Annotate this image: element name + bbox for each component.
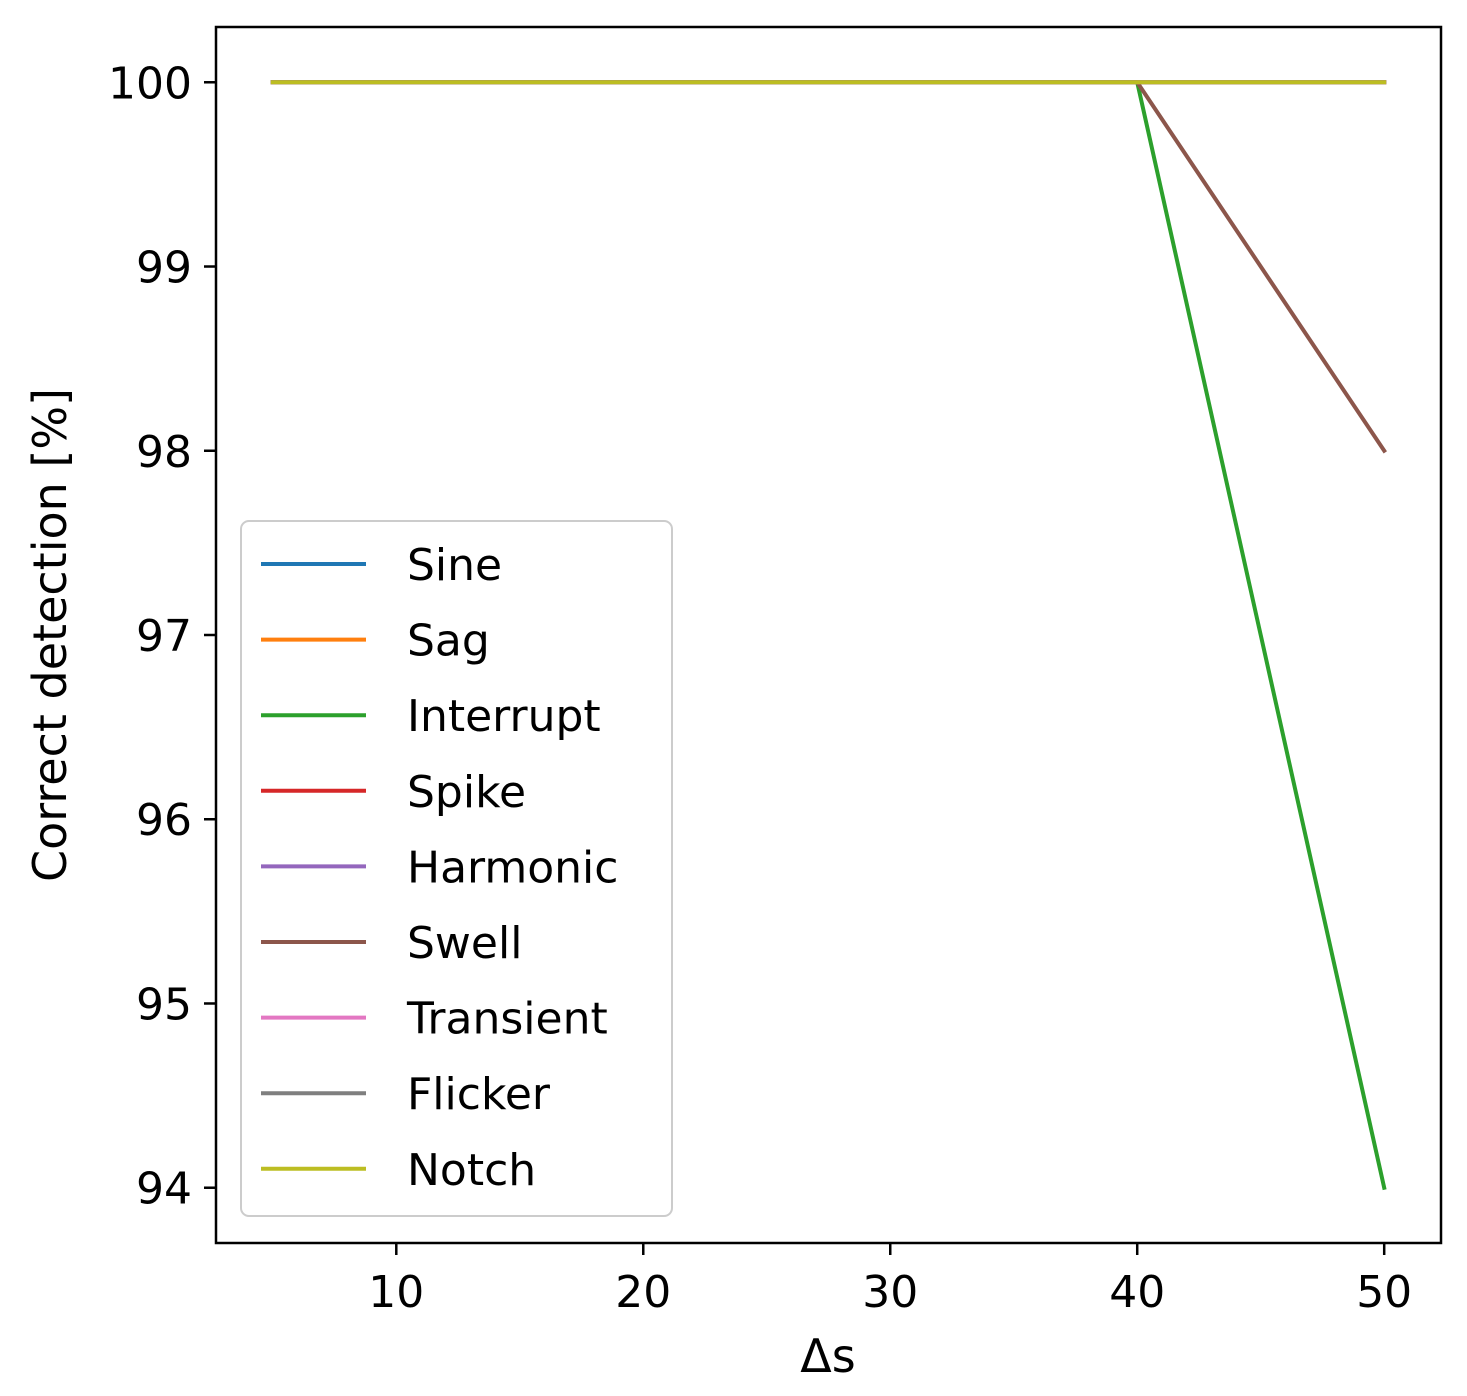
y-tick-label: 97 [136, 611, 192, 662]
x-tick-label: 30 [862, 1267, 918, 1318]
x-tick-label: 50 [1356, 1267, 1412, 1318]
y-tick-label: 96 [136, 795, 192, 846]
x-tick-label: 40 [1109, 1267, 1165, 1318]
legend: Sine Sag Interrupt Spike Harmonic Swell Transi… [240, 520, 673, 1217]
x-tick-label: 20 [615, 1267, 671, 1318]
legend-item-swell: Swell [261, 918, 522, 969]
legend-item-notch: Notch [261, 1145, 536, 1196]
legend-label: Sine [407, 540, 502, 591]
legend-label: Flicker [407, 1069, 551, 1120]
legend-item-sine: Sine [261, 540, 502, 591]
series-lines [270, 80, 1387, 1191]
legend-label: Harmonic [407, 842, 618, 893]
y-tick-label: 98 [136, 427, 192, 478]
legend-label: Transient [406, 994, 608, 1045]
y-tick-label: 95 [136, 979, 192, 1030]
legend-label: Spike [407, 767, 526, 818]
x-axis-ticks: 10 20 30 40 50 [368, 1243, 1412, 1318]
series-line-swell [270, 80, 1387, 454]
y-axis-ticks: 94 95 96 97 98 99 100 [108, 58, 216, 1215]
legend-item-flicker: Flicker [261, 1069, 551, 1120]
x-axis-label: Δs [800, 1329, 855, 1383]
legend-item-sag: Sag [261, 616, 490, 667]
legend-item-transient: Transient [261, 994, 608, 1045]
legend-items: Sine Sag Interrupt Spike Harmonic Swell Transi… [261, 540, 618, 1196]
legend-box [240, 520, 673, 1217]
legend-item-interrupt: Interrupt [261, 691, 601, 742]
legend-label: Swell [407, 918, 522, 969]
legend-label: Notch [407, 1145, 536, 1196]
legend-label: Sag [407, 616, 490, 667]
legend-item-harmonic: Harmonic [261, 842, 618, 893]
legend-item-spike: Spike [261, 767, 526, 818]
y-axis-label: Correct detection [%] [23, 388, 77, 882]
legend-label: Interrupt [407, 691, 601, 742]
x-tick-label: 10 [368, 1267, 424, 1318]
y-tick-label: 100 [108, 58, 192, 109]
y-tick-label: 99 [136, 243, 192, 294]
y-tick-label: 94 [136, 1164, 192, 1215]
